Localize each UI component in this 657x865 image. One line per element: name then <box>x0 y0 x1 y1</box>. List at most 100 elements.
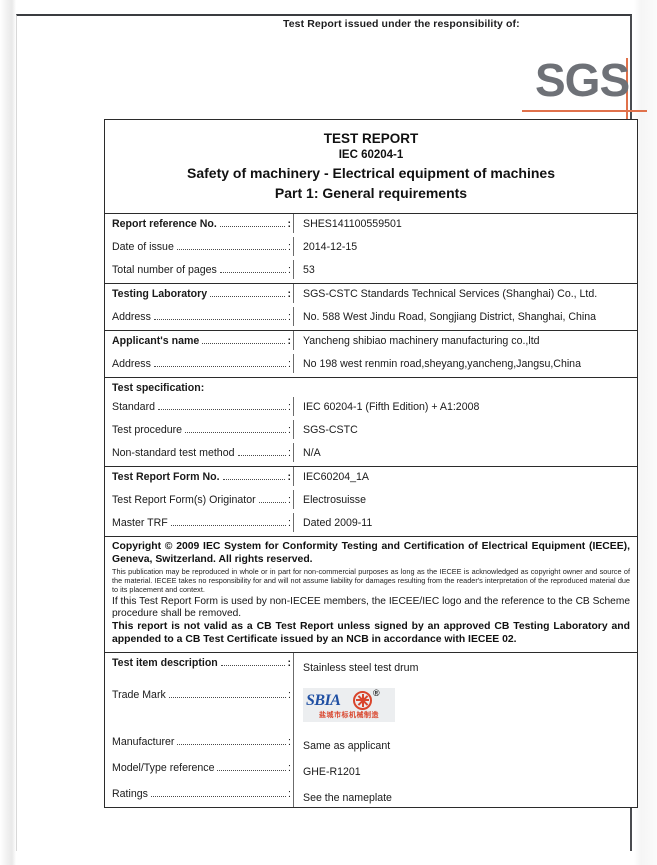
registered-mark-icon: ® <box>373 687 380 698</box>
copyright-validity-note: This report is not valid as a CB Test Re… <box>112 621 630 646</box>
row-value-cell: N/A <box>293 443 637 462</box>
row-value-cell: IEC60204_1A <box>293 467 637 486</box>
report-title-line1: TEST REPORT <box>323 131 419 146</box>
colon: : <box>288 494 291 506</box>
row-label-text: Test procedure <box>112 424 183 436</box>
dot-leader <box>168 691 287 698</box>
row-label-cell: Test item description : <box>105 653 293 672</box>
colon: : <box>288 517 291 529</box>
colon: : <box>288 787 291 800</box>
table-row: Manufacturer : Same as applicant <box>105 728 637 755</box>
row-value-cell: IEC 60204-1 (Fifth Edition) + A1:2008 <box>293 397 637 416</box>
section-test-item: Test item description : Stainless steel … <box>105 652 637 807</box>
colon: : <box>288 761 291 774</box>
row-label-cell: Model/Type reference : <box>105 755 293 777</box>
row-value-cell: No 198 west renmin road,sheyang,yancheng… <box>293 354 637 373</box>
table-row: Master TRF : Dated 2009-11 <box>105 513 637 536</box>
table-row: Ratings : See the nameplate <box>105 780 637 807</box>
report-title-line3: Safety of machinery - Electrical equipme… <box>187 165 555 181</box>
row-label-text: Ratings <box>112 787 148 800</box>
copyright-fine-print: This publication may be reproduced in wh… <box>112 566 630 595</box>
row-value-cell: Dated 2009-11 <box>293 513 637 532</box>
table-row: Test Report Form(s) Originator : Electro… <box>105 490 637 513</box>
sbia-wheel-emblem-icon <box>353 690 372 710</box>
dot-leader <box>217 764 287 771</box>
sbia-trademark-logo: SBIA ® 盐城市标机械制造 <box>303 687 395 722</box>
colon: : <box>287 471 291 483</box>
colon: : <box>287 288 291 300</box>
dot-leader <box>258 496 287 503</box>
row-label-cell: Trade Mark : <box>105 681 293 704</box>
row-label-cell: Address : <box>105 354 293 373</box>
row-label-text: Master TRF <box>112 517 168 529</box>
dot-leader <box>219 266 287 273</box>
row-label-cell: Ratings : <box>105 781 293 803</box>
row-label-cell: Manufacturer : <box>105 729 293 751</box>
dot-leader <box>210 290 286 297</box>
dot-leader <box>219 220 286 227</box>
table-row: Standard : IEC 60204-1 (Fifth Edition) +… <box>105 397 637 420</box>
row-label-cell: Address : <box>105 307 293 326</box>
dot-leader <box>177 738 287 745</box>
dot-leader <box>153 360 287 367</box>
row-label-cell: Testing Laboratory : <box>105 284 293 303</box>
sgs-logo: SGS <box>522 54 647 120</box>
row-label-text: Applicant's name <box>112 335 200 347</box>
copyright-heading: Copyright © 2009 IEC System for Conformi… <box>112 541 630 565</box>
section-test-specification: Test specification: Standard : IEC 60204… <box>105 378 637 467</box>
row-value-cell: Stainless steel test drum <box>293 652 637 681</box>
dot-leader <box>202 337 286 344</box>
dot-leader <box>220 659 286 666</box>
dot-leader <box>185 426 287 433</box>
table-row: Test Report Form No. : IEC60204_1A <box>105 467 637 490</box>
row-label-text: Trade Mark <box>112 688 166 701</box>
table-row: Total number of pages : 53 <box>105 260 637 283</box>
row-label-text: Address <box>112 358 151 370</box>
row-value-cell: SBIA ® 盐城市标机械制造 <box>293 680 637 729</box>
colon: : <box>287 335 291 347</box>
row-label-cell: Applicant's name : <box>105 331 293 350</box>
page-left-shadow <box>0 0 16 865</box>
row-label-text: Test Report Form No. <box>112 471 220 483</box>
dot-leader <box>237 449 287 456</box>
table-row: Address : No 198 west renmin road,sheyan… <box>105 354 637 377</box>
section-test-report-form: Test Report Form No. : IEC60204_1A Test … <box>105 467 637 537</box>
table-row: Applicant's name : Yancheng shibiao mach… <box>105 331 637 354</box>
row-label-text: Test item description <box>112 656 218 669</box>
colon: : <box>288 311 291 323</box>
sbia-chinese-subtext: 盐城市标机械制造 <box>319 711 379 719</box>
colon: : <box>288 264 291 276</box>
row-value-cell: SGS-CSTC <box>293 420 637 439</box>
issued-under-responsibility-text: Test Report issued under the responsibil… <box>283 18 520 30</box>
row-label-cell: Master TRF : <box>105 513 293 532</box>
row-label-text: Test Report Form(s) Originator <box>112 494 256 506</box>
section-report-identification: Report reference No. : SHES141100559501 … <box>105 214 637 284</box>
row-label-cell: Standard : <box>105 397 293 416</box>
colon: : <box>288 688 291 701</box>
table-row: Testing Laboratory : SGS-CSTC Standards … <box>105 284 637 307</box>
row-label-text: Standard <box>112 401 155 413</box>
colon: : <box>287 218 291 230</box>
section-heading-test-specification: Test specification: <box>112 382 205 394</box>
dot-leader <box>176 243 287 250</box>
sgs-logo-wordmark: SGS <box>535 54 630 106</box>
colon: : <box>288 358 291 370</box>
colon: : <box>288 735 291 748</box>
row-label-cell: Test Report Form(s) Originator : <box>105 490 293 509</box>
dot-leader <box>170 519 287 526</box>
sgs-logo-horizontal-rule <box>522 110 647 112</box>
table-row: Non-standard test method : N/A <box>105 443 637 466</box>
row-label-cell: Test Report Form No. : <box>105 467 293 486</box>
dot-leader <box>153 313 287 320</box>
row-label-text: Manufacturer <box>112 735 175 748</box>
report-title-block: TEST REPORT IEC 60204-1 Safety of machin… <box>105 120 637 214</box>
row-label-cell: Non-standard test method : <box>105 443 293 462</box>
table-row: Test procedure : SGS-CSTC <box>105 420 637 443</box>
sgs-logo-vertical-rule <box>626 58 628 120</box>
row-label-text: Address <box>112 311 151 323</box>
document-page: Test Report issued under the responsibil… <box>16 14 647 851</box>
report-title-line4: Part 1: General requirements <box>274 185 468 201</box>
table-row-trade-mark: Trade Mark : SBIA ® 盐城市标机械制造 <box>105 680 637 729</box>
row-label-cell: Test procedure : <box>105 420 293 439</box>
row-label-cell: Report reference No. : <box>105 214 293 233</box>
